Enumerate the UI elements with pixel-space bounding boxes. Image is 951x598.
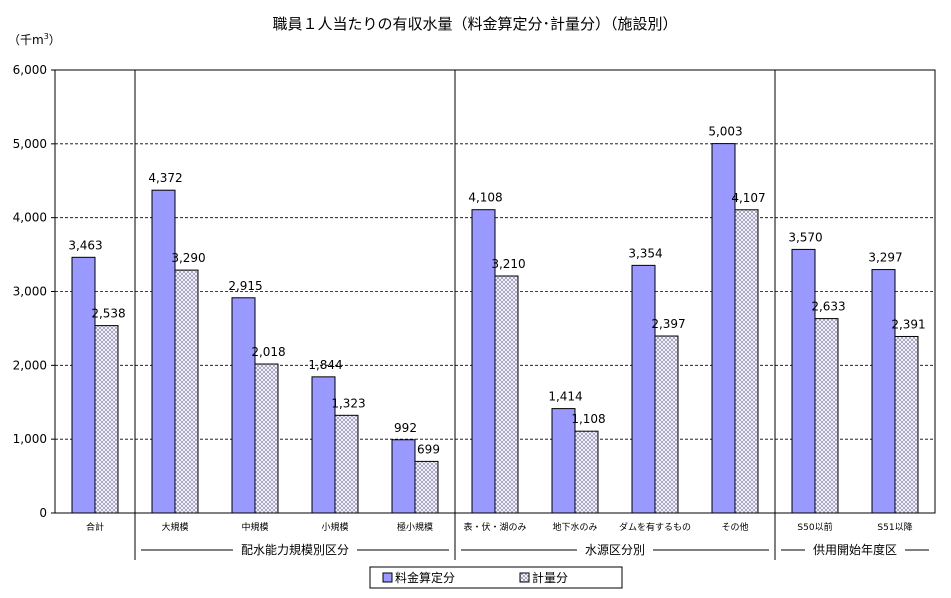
data-label: 2,915	[228, 279, 262, 293]
category-label: 地下水のみ	[552, 521, 597, 533]
y-tick-label: 2,000	[13, 358, 47, 372]
bar-keiryo	[94, 325, 119, 514]
data-label: 3,570	[788, 230, 822, 244]
group-labels: 配水能力規模別区分 水源区分別 供用開始年度区	[134, 70, 936, 560]
category-label: 表・伏・湖のみ	[463, 521, 526, 533]
data-label: 4,107	[731, 191, 765, 205]
data-label: 2,397	[651, 317, 685, 331]
data-label: 4,108	[468, 191, 502, 205]
y-tick-label: 3,000	[13, 285, 47, 299]
data-label: 5,003	[708, 125, 742, 139]
data-label: 3,354	[628, 246, 662, 260]
bar-keiryo	[494, 275, 519, 514]
category-label: 小規模	[321, 522, 348, 533]
data-label: 1,414	[548, 390, 582, 404]
category-label: 中規模	[241, 521, 268, 533]
y-axis-ticks: 0 1,000 2,000 3,000 4,000 5,000 6,000	[13, 63, 55, 520]
bar-ryokin	[871, 269, 896, 514]
bar-ryokin	[631, 264, 656, 514]
bar-keiryo	[174, 269, 199, 514]
legend-label: 計量分	[532, 570, 568, 585]
bar-ryokin	[471, 209, 496, 514]
bar-ryokin	[151, 189, 176, 514]
legend-swatch	[382, 572, 393, 583]
y-tick-label: 0	[39, 506, 47, 520]
data-label: 992	[394, 421, 417, 435]
data-label: 3,210	[491, 257, 525, 271]
y-tick-label: 1,000	[13, 432, 47, 446]
category-label: S50以前	[797, 521, 832, 533]
category-label: 合計	[86, 521, 104, 533]
bar-keiryo	[574, 430, 599, 514]
bar-keiryo	[334, 414, 359, 514]
bar-keiryo	[414, 460, 439, 514]
data-label: 3,290	[171, 251, 205, 265]
bar-ryokin	[71, 256, 96, 514]
data-label: 2,538	[91, 307, 125, 321]
category-label: 極小規模	[397, 521, 433, 533]
group-label: 供用開始年度区	[813, 542, 897, 557]
bar-ryokin	[391, 439, 416, 514]
category-labels: 合計 大規模 中規模 小規模 極小規模 表・伏・湖のみ 地下水のみ ダムを有するもの その他 S5…	[86, 521, 913, 533]
y-tick-label: 5,000	[13, 137, 47, 151]
data-labels: 3,463 4,372 2,915 1,844 992 4,108 1,414 3,354 5,…	[68, 125, 925, 457]
group-label: 配水能力規模別区分	[241, 542, 349, 557]
chart-title: 職員１人当たりの有収水量（料金算定分･計量分）（施設別）	[272, 15, 677, 33]
data-label: 1,108	[571, 412, 605, 426]
bar-keiryo	[654, 335, 679, 514]
category-label: その他	[721, 521, 748, 533]
bar-ryokin	[231, 297, 256, 514]
bar-keiryo	[894, 335, 919, 514]
legend: 料金算定分 計量分	[369, 566, 623, 589]
data-label: 3,463	[68, 238, 102, 252]
legend-box	[369, 566, 623, 589]
data-label: 699	[417, 442, 440, 456]
bar-keiryo	[254, 363, 279, 514]
y-tick-label: 6,000	[13, 63, 47, 77]
y-tick-label: 4,000	[13, 211, 47, 225]
data-label: 3,297	[868, 251, 902, 265]
category-label: ダムを有するもの	[619, 521, 691, 533]
legend-swatch	[519, 572, 530, 583]
category-label: 大規模	[161, 521, 188, 533]
data-label: 2,633	[811, 300, 845, 314]
data-label: 4,372	[148, 171, 182, 185]
data-label: 1,844	[308, 358, 342, 372]
bar-ryokin	[791, 248, 816, 514]
y-axis-unit-label: （千m3）	[8, 32, 61, 47]
bar-keiryo	[734, 209, 759, 514]
bar-keiryo	[814, 318, 839, 514]
category-label: S51以降	[877, 521, 912, 533]
group-label: 水源区分別	[585, 543, 645, 557]
legend-label: 料金算定分	[395, 570, 455, 585]
data-label: 1,323	[331, 396, 365, 410]
data-label: 2,391	[891, 317, 925, 331]
data-label: 2,018	[251, 345, 285, 359]
